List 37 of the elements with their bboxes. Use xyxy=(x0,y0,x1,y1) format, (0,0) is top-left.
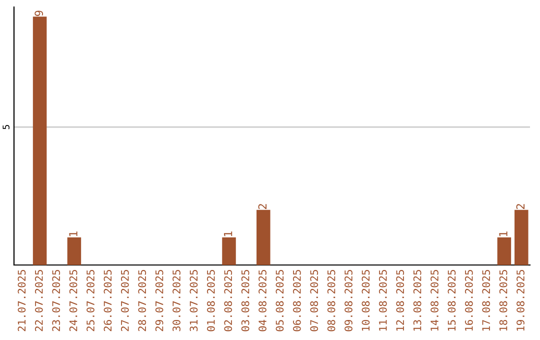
x-tick-label: 05.08.2025 xyxy=(276,270,284,332)
x-tick-label: 06.08.2025 xyxy=(292,270,301,332)
x-tick-label: 13.08.2025 xyxy=(413,270,422,331)
x-tick-label: 11.08.2025 xyxy=(378,270,387,331)
x-tick-label: 30.07.2025 xyxy=(172,270,180,332)
x-tick-label: 07.08.2025 xyxy=(310,270,318,332)
x-tick-label: 21.07.2025 xyxy=(18,270,26,332)
data-label: 2 xyxy=(258,204,266,209)
data-label: 9 xyxy=(34,10,44,16)
x-tick-label: 12.08.2025 xyxy=(396,270,404,331)
x-tick-label: 26.07.2025 xyxy=(104,270,112,332)
x-tick-label: 19.08.2025 xyxy=(516,270,524,331)
x-tick-label: 27.07.2025 xyxy=(120,270,129,332)
data-label: 1 xyxy=(499,231,508,236)
x-tick-label: 04.08.2025 xyxy=(258,270,266,332)
x-tick-label: 18.08.2025 xyxy=(499,270,508,331)
data-label: 1 xyxy=(69,231,78,236)
x-tick-label: 29.07.2025 xyxy=(155,270,164,332)
x-tick-label: 15.08.2025 xyxy=(448,270,456,331)
x-tick-label: 10.08.2025 xyxy=(362,270,370,331)
x-tick-label: 31.07.2025 xyxy=(190,270,198,332)
x-tick-label: 14.08.2025 xyxy=(430,270,438,331)
x-tick-label: 01.08.2025 xyxy=(206,270,215,332)
x-tick-label: 09.08.2025 xyxy=(344,270,352,332)
x-tick-label: 03.08.2025 xyxy=(241,270,250,332)
x-tick-label: 08.08.2025 xyxy=(327,270,336,332)
x-tick-label: 25.07.2025 xyxy=(86,270,94,332)
x-tick-label: 16.08.2025 xyxy=(464,270,473,331)
x-tick-label: 24.07.2025 xyxy=(69,270,78,332)
x-tick-label: 23.07.2025 xyxy=(52,270,60,332)
x-tick-label: 28.07.2025 xyxy=(138,270,146,332)
x-tick-label: 22.07.2025 xyxy=(34,270,43,332)
data-label: 2 xyxy=(516,204,524,209)
x-tick-label: 02.08.2025 xyxy=(224,270,232,332)
data-label: 1 xyxy=(224,231,232,236)
x-tick-label: 17.08.2025 xyxy=(482,270,490,331)
y-tick-label: 5 xyxy=(2,125,10,130)
